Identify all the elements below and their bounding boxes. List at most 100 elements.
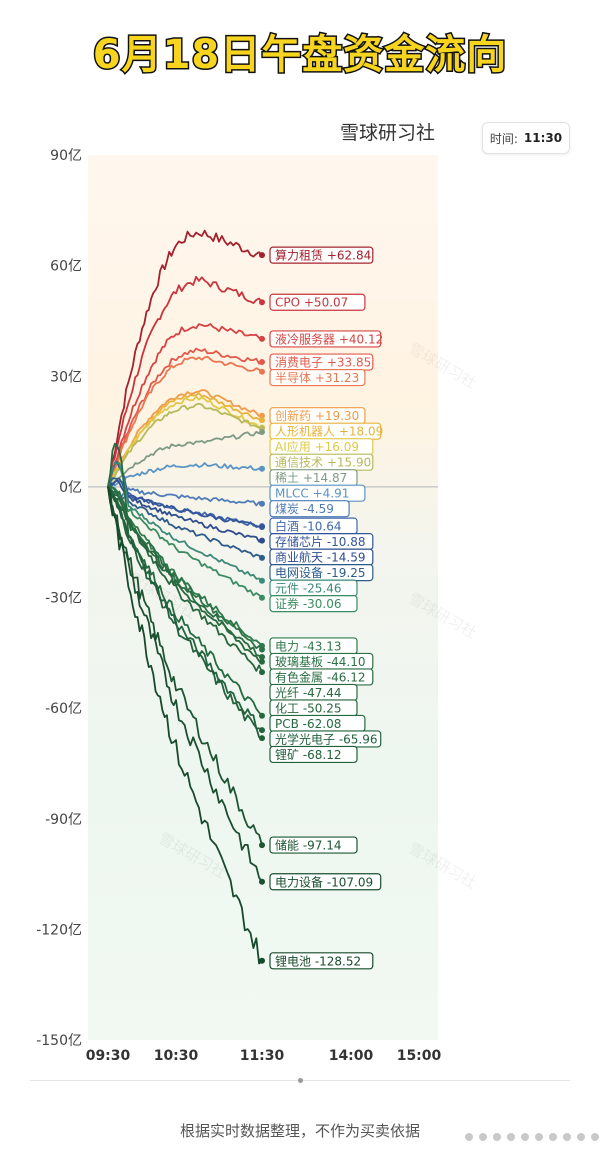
y-tick-label: -60亿 bbox=[45, 701, 82, 717]
series-label-text: 半导体 +31.23 bbox=[275, 371, 359, 385]
x-tick-label: 14:00 bbox=[329, 1048, 374, 1064]
series-end-marker bbox=[259, 577, 265, 584]
series-line bbox=[107, 355, 263, 488]
series-label-tag: 创新药 +19.30 bbox=[269, 407, 366, 425]
series-end-marker bbox=[259, 429, 265, 436]
y-tick-label: 90亿 bbox=[50, 148, 82, 164]
pager-dot bbox=[577, 1133, 585, 1141]
pager-dot bbox=[493, 1133, 501, 1141]
pager-dot bbox=[591, 1133, 599, 1141]
series-label-tag: 元件 -25.46 bbox=[269, 579, 358, 597]
series-label-tag: 锂矿 -68.12 bbox=[269, 745, 358, 764]
series-label-text: 元件 -25.46 bbox=[275, 582, 342, 596]
y-axis: 90亿 60亿 30亿 0亿 -30亿 -60亿 -90亿 -120亿 -150亿 bbox=[36, 148, 82, 1049]
series-end-marker bbox=[259, 554, 265, 561]
series-line bbox=[107, 462, 263, 488]
y-tick-label: -30亿 bbox=[45, 591, 82, 607]
series-end-marker bbox=[259, 727, 265, 734]
series-label-tag: 化工 -50.25 bbox=[269, 699, 358, 717]
series-end-marker bbox=[259, 417, 265, 424]
series-label-text: 证券 -30.06 bbox=[275, 596, 342, 611]
series-end-marker bbox=[259, 842, 265, 849]
time-label: 时间: bbox=[489, 131, 518, 146]
series-label-tag: CPO +50.07 bbox=[269, 293, 366, 311]
series-label-tag: PCB -62.08 bbox=[269, 714, 366, 733]
series-label-box bbox=[269, 836, 358, 854]
series-end-marker bbox=[259, 594, 265, 601]
series-line bbox=[107, 486, 263, 739]
series-label-tag: 光学光电子 -65.96 bbox=[269, 730, 382, 748]
pager-dot bbox=[465, 1133, 473, 1141]
series-label-text: 算力租赁 +62.84 bbox=[275, 248, 371, 263]
series-label-tag: 算力租赁 +62.84 bbox=[269, 246, 374, 264]
series-end-marker bbox=[259, 359, 265, 366]
y-tick-label: 30亿 bbox=[50, 369, 82, 385]
series-end-marker bbox=[259, 712, 265, 719]
series-end-marker bbox=[259, 335, 265, 342]
series-label-text: 存储芯片 -10.88 bbox=[275, 534, 366, 549]
time-indicator: 时间: 11:30 bbox=[482, 122, 570, 154]
series-label-text: 通信技术 +15.90 bbox=[275, 456, 371, 470]
series-label-text: 有色金属 -46.12 bbox=[275, 669, 366, 684]
series-label-tag: AI应用 +16.09 bbox=[269, 438, 374, 456]
series-label-box bbox=[269, 500, 350, 518]
series-label-box bbox=[269, 873, 382, 891]
y-tick-label: -90亿 bbox=[45, 812, 82, 828]
series-label-text: 化工 -50.25 bbox=[275, 701, 342, 715]
series-label-text: MLCC +4.91 bbox=[275, 487, 349, 501]
series-lines bbox=[107, 229, 265, 965]
series-label-text: 锂电池 -128.52 bbox=[275, 953, 361, 968]
series-line bbox=[107, 461, 263, 582]
series-label-tag: 电网设备 -19.25 bbox=[269, 564, 374, 582]
pager-dot bbox=[479, 1133, 487, 1141]
series-label-text: 玻璃基板 -44.10 bbox=[275, 655, 366, 669]
series-label-text: 煤炭 -4.59 bbox=[275, 502, 334, 516]
series-label-text: 锂矿 -68.12 bbox=[275, 747, 342, 762]
series-label-tag: 白酒 -10.64 bbox=[269, 517, 358, 535]
series-end-marker bbox=[259, 523, 265, 530]
brand-name: 雪球研习社 bbox=[340, 122, 436, 144]
series-end-marker bbox=[259, 658, 265, 665]
series-label-text: 光学光电子 -65.96 bbox=[275, 731, 378, 746]
series-label-text: 商业航天 -14.59 bbox=[275, 550, 366, 565]
series-line bbox=[107, 229, 263, 488]
series-label-box bbox=[269, 330, 382, 348]
series-label-tag: 电力设备 -107.09 bbox=[269, 873, 382, 891]
chart-headline: 6月18日午盘资金流向 bbox=[91, 31, 508, 80]
x-tick-label: 11:30 bbox=[240, 1048, 285, 1064]
series-label-tag: MLCC +4.91 bbox=[269, 484, 366, 502]
series-label-text: 消费电子 +33.85 bbox=[275, 356, 371, 370]
series-line bbox=[107, 460, 263, 528]
series-label-tag: 液冷服务器 +40.12 bbox=[269, 330, 383, 348]
pager-dot bbox=[549, 1133, 557, 1141]
series-label-box bbox=[269, 246, 374, 264]
series-end-marker bbox=[259, 252, 265, 259]
x-axis: 09:30 10:30 11:30 14:00 15:00 bbox=[86, 1048, 442, 1064]
x-tick-label: 10:30 bbox=[154, 1048, 199, 1064]
series-line bbox=[107, 323, 263, 488]
series-line bbox=[107, 486, 263, 599]
series-label-tag: 商业航天 -14.59 bbox=[269, 548, 374, 566]
series-label-tag: 电力 -43.13 bbox=[269, 637, 358, 655]
series-label-tag: 证券 -30.06 bbox=[269, 595, 358, 613]
series-label-box bbox=[269, 952, 374, 970]
series-label-tag: 锂电池 -128.52 bbox=[269, 952, 374, 970]
series-line bbox=[107, 486, 263, 846]
series-line bbox=[107, 486, 263, 965]
series-label-box bbox=[269, 293, 366, 311]
pager-dot bbox=[507, 1133, 515, 1141]
series-end-marker bbox=[259, 537, 265, 544]
series-label-text: PCB -62.08 bbox=[275, 717, 341, 731]
y-tick-label: -150亿 bbox=[36, 1033, 82, 1049]
series-line bbox=[107, 486, 263, 663]
series-end-marker bbox=[259, 878, 265, 885]
series-label-text: CPO +50.07 bbox=[275, 296, 348, 310]
series-label-tag: 半导体 +31.23 bbox=[269, 368, 366, 387]
series-end-marker bbox=[259, 500, 265, 507]
series-end-marker bbox=[259, 646, 265, 653]
series-label-tag: 存储芯片 -10.88 bbox=[269, 533, 374, 551]
series-line bbox=[107, 347, 263, 488]
series-labels: 算力租赁 +62.84 CPO +50.07 液冷服务器 +40.12 消费电子 +3… bbox=[269, 246, 383, 970]
series-line bbox=[107, 479, 263, 543]
series-label-text: 电网设备 -19.25 bbox=[275, 566, 366, 580]
